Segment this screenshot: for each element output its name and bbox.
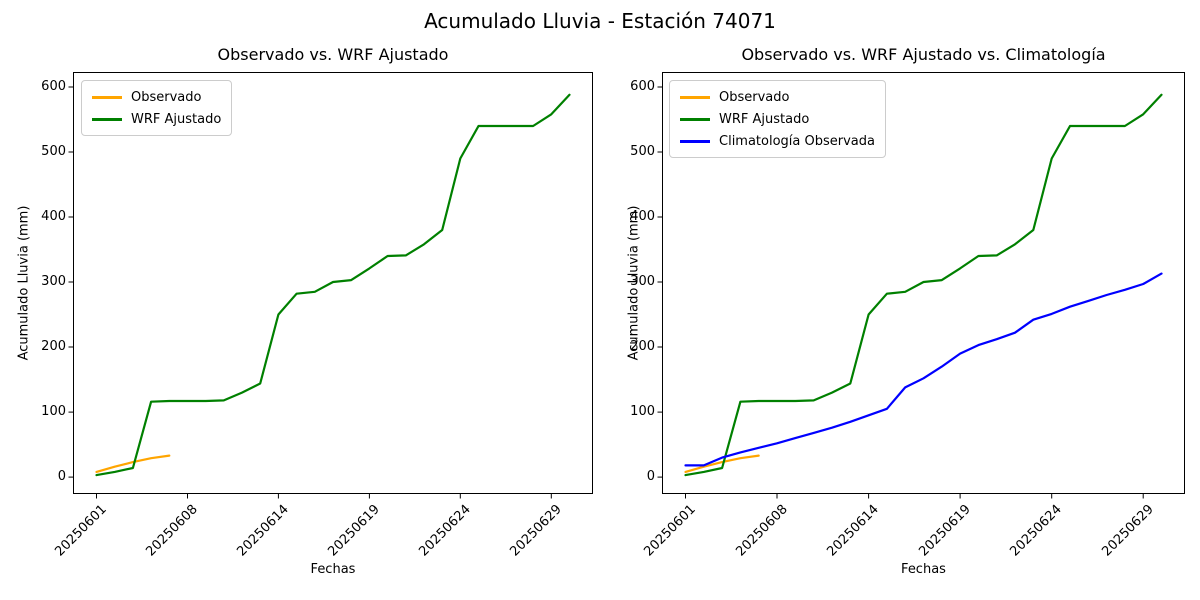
legend-item-climatologia: Climatología Observada (680, 130, 875, 152)
y-tick-label: 400 (41, 209, 66, 224)
x-tick-label: 20250614 (234, 502, 293, 560)
left-xlabel: Fechas (310, 562, 356, 577)
x-tick-label: 20250601 (641, 502, 700, 560)
right-legend: Observado WRF Ajustado Climatología Obse… (669, 80, 886, 158)
x-tick-label: 20250601 (52, 502, 111, 560)
x-tick-label: 20250624 (1007, 502, 1066, 560)
x-tick-label: 20250608 (143, 502, 202, 560)
y-tick-label: 600 (630, 78, 655, 94)
legend-label-observado: Observado (131, 89, 202, 105)
y-tick-label: 300 (630, 274, 655, 290)
wrf-line-icon (680, 117, 710, 121)
series-line-wrf_ajustado (684, 93, 1163, 477)
y-tick-label: 200 (630, 339, 655, 355)
y-tick-label: 200 (41, 339, 66, 355)
x-tick-label: 20250619 (325, 502, 383, 560)
x-tick-label: 20250614 (824, 502, 883, 560)
legend-item-observado: Observado (680, 86, 875, 108)
left-legend: Observado WRF Ajustado (81, 80, 233, 136)
x-tick-label: 20250608 (733, 502, 791, 560)
series-line-observado (95, 454, 171, 473)
y-tick-label: 500 (41, 143, 66, 159)
legend-label-wrf: WRF Ajustado (719, 111, 810, 127)
legend-item-wrf: WRF Ajustado (680, 108, 875, 130)
series-line-wrf_ajustado (95, 93, 571, 477)
x-tick-label: 20250624 (416, 502, 474, 560)
left-plot-canvas (68, 72, 593, 499)
legend-item-wrf: WRF Ajustado (92, 108, 221, 130)
climatologia-line-icon (680, 139, 710, 143)
legend-label-climatologia: Climatología Observada (719, 133, 875, 149)
y-tick-label: 100 (41, 404, 66, 420)
observado-line-icon (680, 95, 710, 99)
figure-title: Acumulado Lluvia - Estación 74071 (424, 9, 776, 33)
observado-line-icon (92, 95, 122, 99)
y-tick-label: 100 (630, 404, 655, 420)
legend-item-observado: Observado (92, 86, 221, 108)
y-tick-label: 400 (630, 209, 655, 224)
x-tick-label: 20250629 (1099, 502, 1157, 560)
left-plot-title: Observado vs. WRF Ajustado (217, 45, 449, 64)
x-tick-label: 20250629 (507, 502, 565, 560)
y-tick-label: 0 (646, 469, 655, 485)
y-tick-label: 500 (630, 143, 655, 159)
plot-border (662, 72, 1185, 494)
right-xlabel: Fechas (901, 562, 946, 577)
y-tick-label: 600 (41, 78, 66, 94)
right-plot-canvas (657, 72, 1185, 499)
legend-label-observado: Observado (719, 89, 790, 105)
series-line-observado (684, 454, 760, 473)
legend-label-wrf: WRF Ajustado (131, 111, 222, 127)
y-tick-label: 0 (57, 469, 66, 485)
y-tick-label: 300 (41, 274, 66, 290)
x-tick-label: 20250619 (916, 502, 974, 560)
plot-border (73, 72, 593, 494)
right-plot-title: Observado vs. WRF Ajustado vs. Climatolo… (741, 45, 1106, 64)
wrf-line-icon (92, 117, 122, 121)
series-line-climatologia (684, 272, 1163, 467)
